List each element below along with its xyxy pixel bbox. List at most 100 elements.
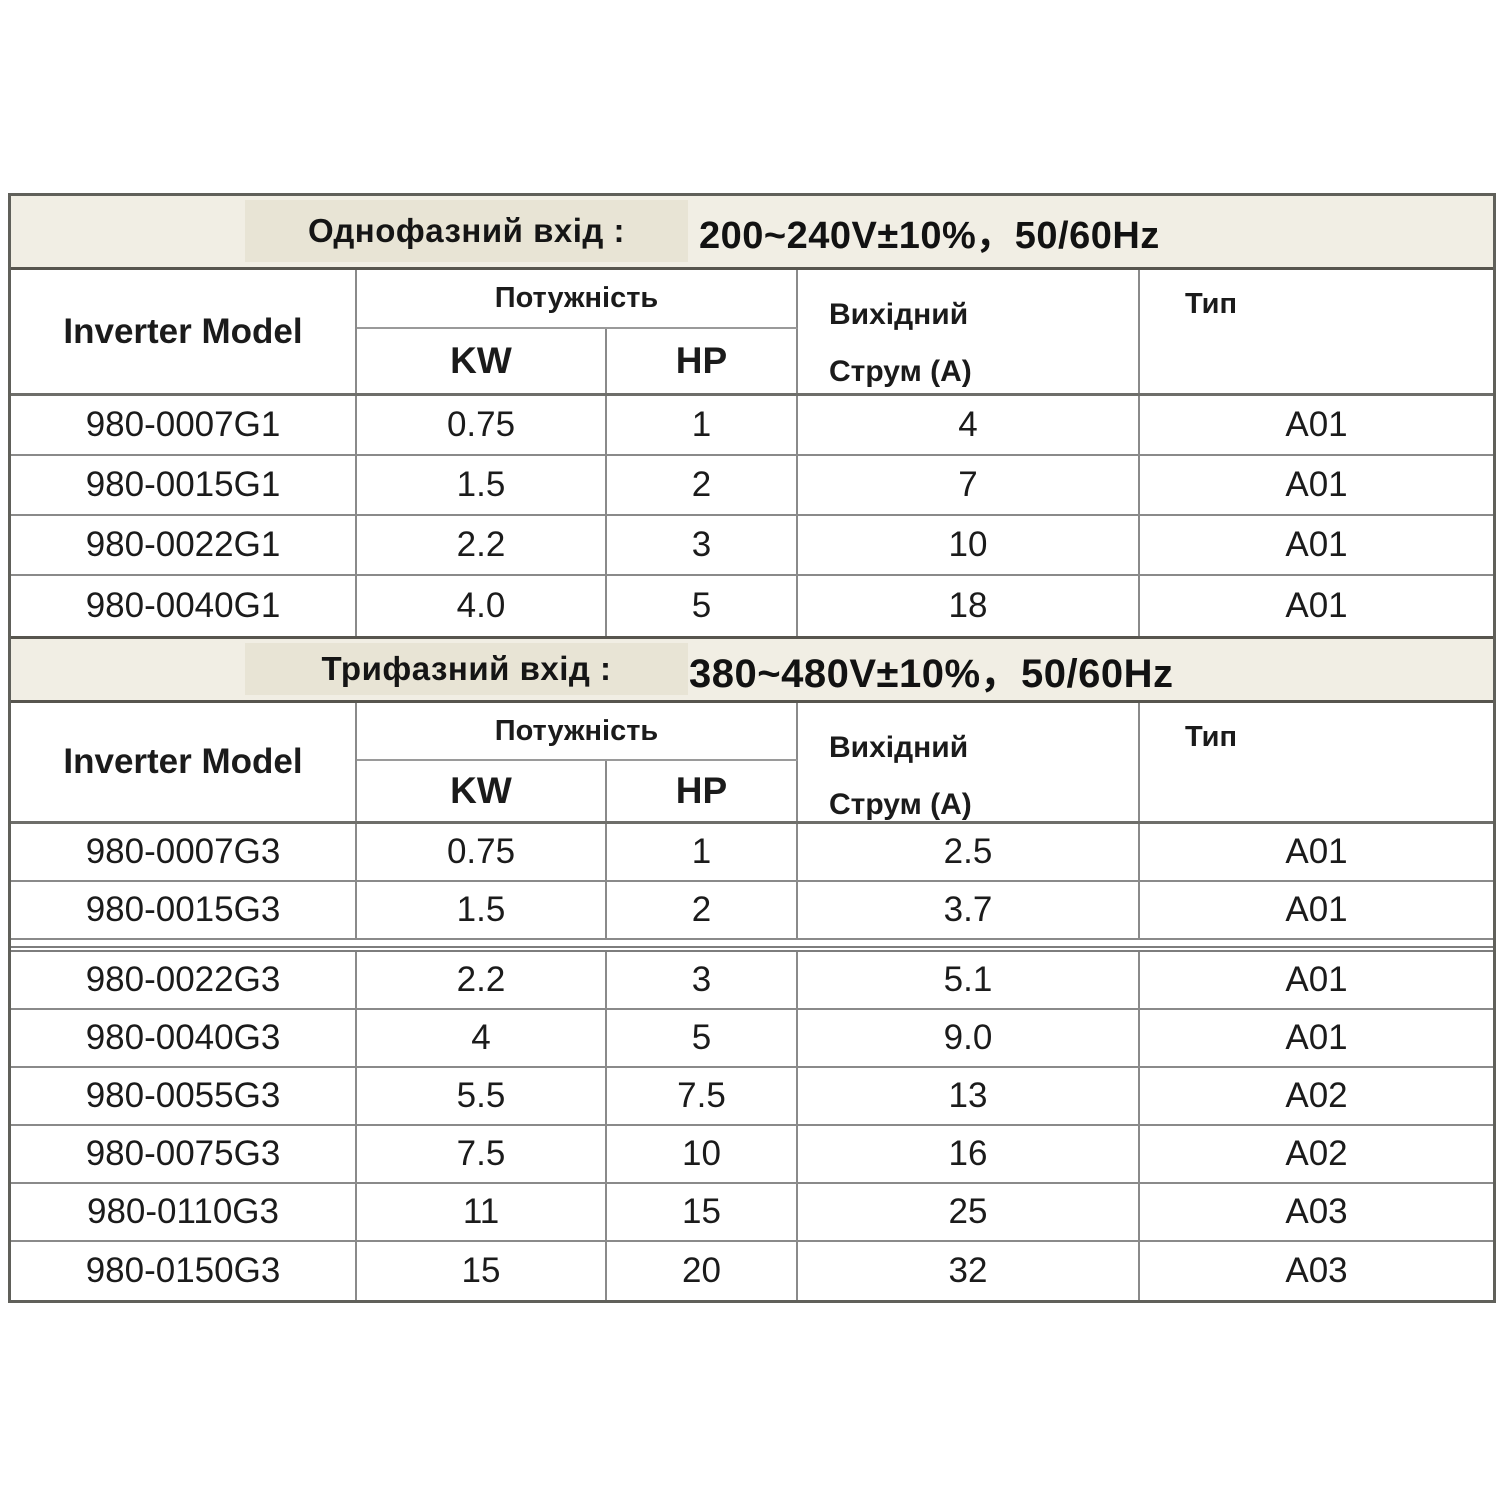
- col-header-inverter-model: Inverter Model: [11, 703, 357, 821]
- model-cell: 980-0110G3: [11, 1184, 357, 1242]
- hp-cell: 1: [607, 824, 798, 882]
- model-cell: 980-0015G3: [11, 882, 357, 940]
- current-cell: 18: [798, 576, 1140, 636]
- output-current-line2: Струм (А): [829, 355, 972, 388]
- output-current-line1: Вихідний: [829, 731, 969, 764]
- col-header-power: Потужність: [357, 270, 798, 329]
- type-cell: A01: [1140, 396, 1493, 456]
- hp-cell: 20: [607, 1242, 798, 1300]
- current-cell: 3.7: [798, 882, 1140, 940]
- col-header-kw: KW: [357, 329, 607, 393]
- table-row: 980-0150G3 15 20 32 A03: [11, 1242, 1493, 1300]
- current-cell: 2.5: [798, 824, 1140, 882]
- inverter-spec-table: Однофазний вхід : 200~240V±10%，50/60Hz I…: [8, 193, 1496, 1303]
- table-row: 980-0022G3 2.2 3 5.1 A01: [11, 952, 1493, 1010]
- col-header-output-current: Вихідний Струм (А): [798, 703, 1140, 821]
- section-label-box: Трифазний вхід :: [245, 643, 688, 695]
- section-label: Трифазний вхід :: [321, 650, 612, 687]
- current-cell: 25: [798, 1184, 1140, 1242]
- kw-cell: 15: [357, 1242, 607, 1300]
- hp-cell: 2: [607, 882, 798, 940]
- model-cell: 980-0150G3: [11, 1242, 357, 1300]
- current-cell: 32: [798, 1242, 1140, 1300]
- table-row: 980-0015G3 1.5 2 3.7 A01: [11, 882, 1493, 940]
- hp-cell: 2: [607, 456, 798, 516]
- type-cell: A01: [1140, 516, 1493, 576]
- section-label: Однофазний вхід :: [307, 212, 625, 249]
- table-row: 980-0055G3 5.5 7.5 13 A02: [11, 1068, 1493, 1126]
- col-header-inverter-model: Inverter Model: [11, 270, 357, 393]
- type-cell: A01: [1140, 882, 1493, 940]
- table-row: 980-0040G3 4 5 9.0 A01: [11, 1010, 1493, 1068]
- type-cell: A02: [1140, 1126, 1493, 1184]
- splice-divider: [11, 940, 1493, 952]
- table-row: 980-0007G1 0.75 1 4 A01: [11, 396, 1493, 456]
- model-cell: 980-0075G3: [11, 1126, 357, 1184]
- hp-cell: 15: [607, 1184, 798, 1242]
- col-header-type: Тип: [1185, 721, 1237, 753]
- model-cell: 980-0022G3: [11, 952, 357, 1010]
- kw-cell: 7.5: [357, 1126, 607, 1184]
- type-cell: A01: [1140, 824, 1493, 882]
- current-cell: 4: [798, 396, 1140, 456]
- type-cell: A01: [1140, 456, 1493, 516]
- col-header-output-current: Вихідний Струм (А): [798, 270, 1140, 393]
- type-cell: A03: [1285, 1251, 1348, 1290]
- section-label-box: Однофазний вхід :: [245, 200, 688, 262]
- section-band-three-phase: Трифазний вхід : 380~480V±10%，50/60Hz: [11, 636, 1493, 703]
- table-row: 980-0007G3 0.75 1 2.5 A01: [11, 824, 1493, 882]
- hp-cell: 7.5: [607, 1068, 798, 1126]
- current-cell: 9.0: [798, 1010, 1140, 1068]
- section-voltage-spec: 380~480V±10%，50/60Hz: [689, 651, 1174, 696]
- current-cell: 5.1: [798, 952, 1140, 1010]
- kw-cell: 0.75: [357, 396, 607, 456]
- table1-header: Inverter Model Потужність KW HP Вихідний…: [11, 270, 1493, 396]
- kw-cell: 0.75: [357, 824, 607, 882]
- kw-cell: 1.5: [357, 882, 607, 940]
- current-cell: 13: [798, 1068, 1140, 1126]
- type-cell: A03: [1140, 1184, 1493, 1242]
- hp-cell: 5: [607, 576, 798, 636]
- kw-cell: 2.2: [357, 516, 607, 576]
- output-current-line2: Струм (А): [829, 788, 972, 821]
- current-cell: 7: [798, 456, 1140, 516]
- col-header-power: Потужність: [357, 703, 798, 761]
- section-band-single-phase: Однофазний вхід : 200~240V±10%，50/60Hz: [11, 196, 1493, 270]
- type-cell: A01: [1140, 952, 1493, 1010]
- model-cell: 980-0015G1: [11, 456, 357, 516]
- kw-cell: 4: [357, 1010, 607, 1068]
- output-current-line1: Вихідний: [829, 298, 969, 331]
- model-cell: 980-0007G1: [11, 396, 357, 456]
- model-cell: 980-0007G3: [11, 824, 357, 882]
- current-cell: 10: [798, 516, 1140, 576]
- table-row: 980-0015G1 1.5 2 7 A01: [11, 456, 1493, 516]
- type-cell: A01: [1140, 1010, 1493, 1068]
- kw-cell: 2.2: [357, 952, 607, 1010]
- kw-cell: 11: [357, 1184, 607, 1242]
- table-row: 980-0022G1 2.2 3 10 A01: [11, 516, 1493, 576]
- model-cell: 980-0040G1: [11, 576, 357, 636]
- hp-cell: 3: [607, 516, 798, 576]
- model-cell: 980-0022G1: [11, 516, 357, 576]
- current-cell: 16: [798, 1126, 1140, 1184]
- hp-cell: 1: [607, 396, 798, 456]
- section-voltage-spec: 200~240V±10%，50/60Hz: [699, 215, 1160, 257]
- model-cell: 980-0055G3: [11, 1068, 357, 1126]
- col-header-type: Тип: [1185, 288, 1237, 320]
- col-header-hp: HP: [607, 329, 798, 393]
- hp-cell: 5: [607, 1010, 798, 1068]
- hp-cell: 10: [607, 1126, 798, 1184]
- model-cell: 980-0040G3: [11, 1010, 357, 1068]
- kw-cell: 1.5: [357, 456, 607, 516]
- table-row: 980-0110G3 11 15 25 A03: [11, 1184, 1493, 1242]
- type-cell: A01: [1285, 586, 1348, 625]
- col-header-kw: KW: [357, 761, 607, 821]
- kw-cell: 4.0: [357, 576, 607, 636]
- hp-cell: 3: [607, 952, 798, 1010]
- col-header-hp: HP: [607, 761, 798, 821]
- table-row: 980-0075G3 7.5 10 16 A02: [11, 1126, 1493, 1184]
- table2-header: Inverter Model Потужність KW HP Вихідний…: [11, 703, 1493, 824]
- table-row: 980-0040G1 4.0 5 18 A01: [11, 576, 1493, 636]
- type-cell: A02: [1140, 1068, 1493, 1126]
